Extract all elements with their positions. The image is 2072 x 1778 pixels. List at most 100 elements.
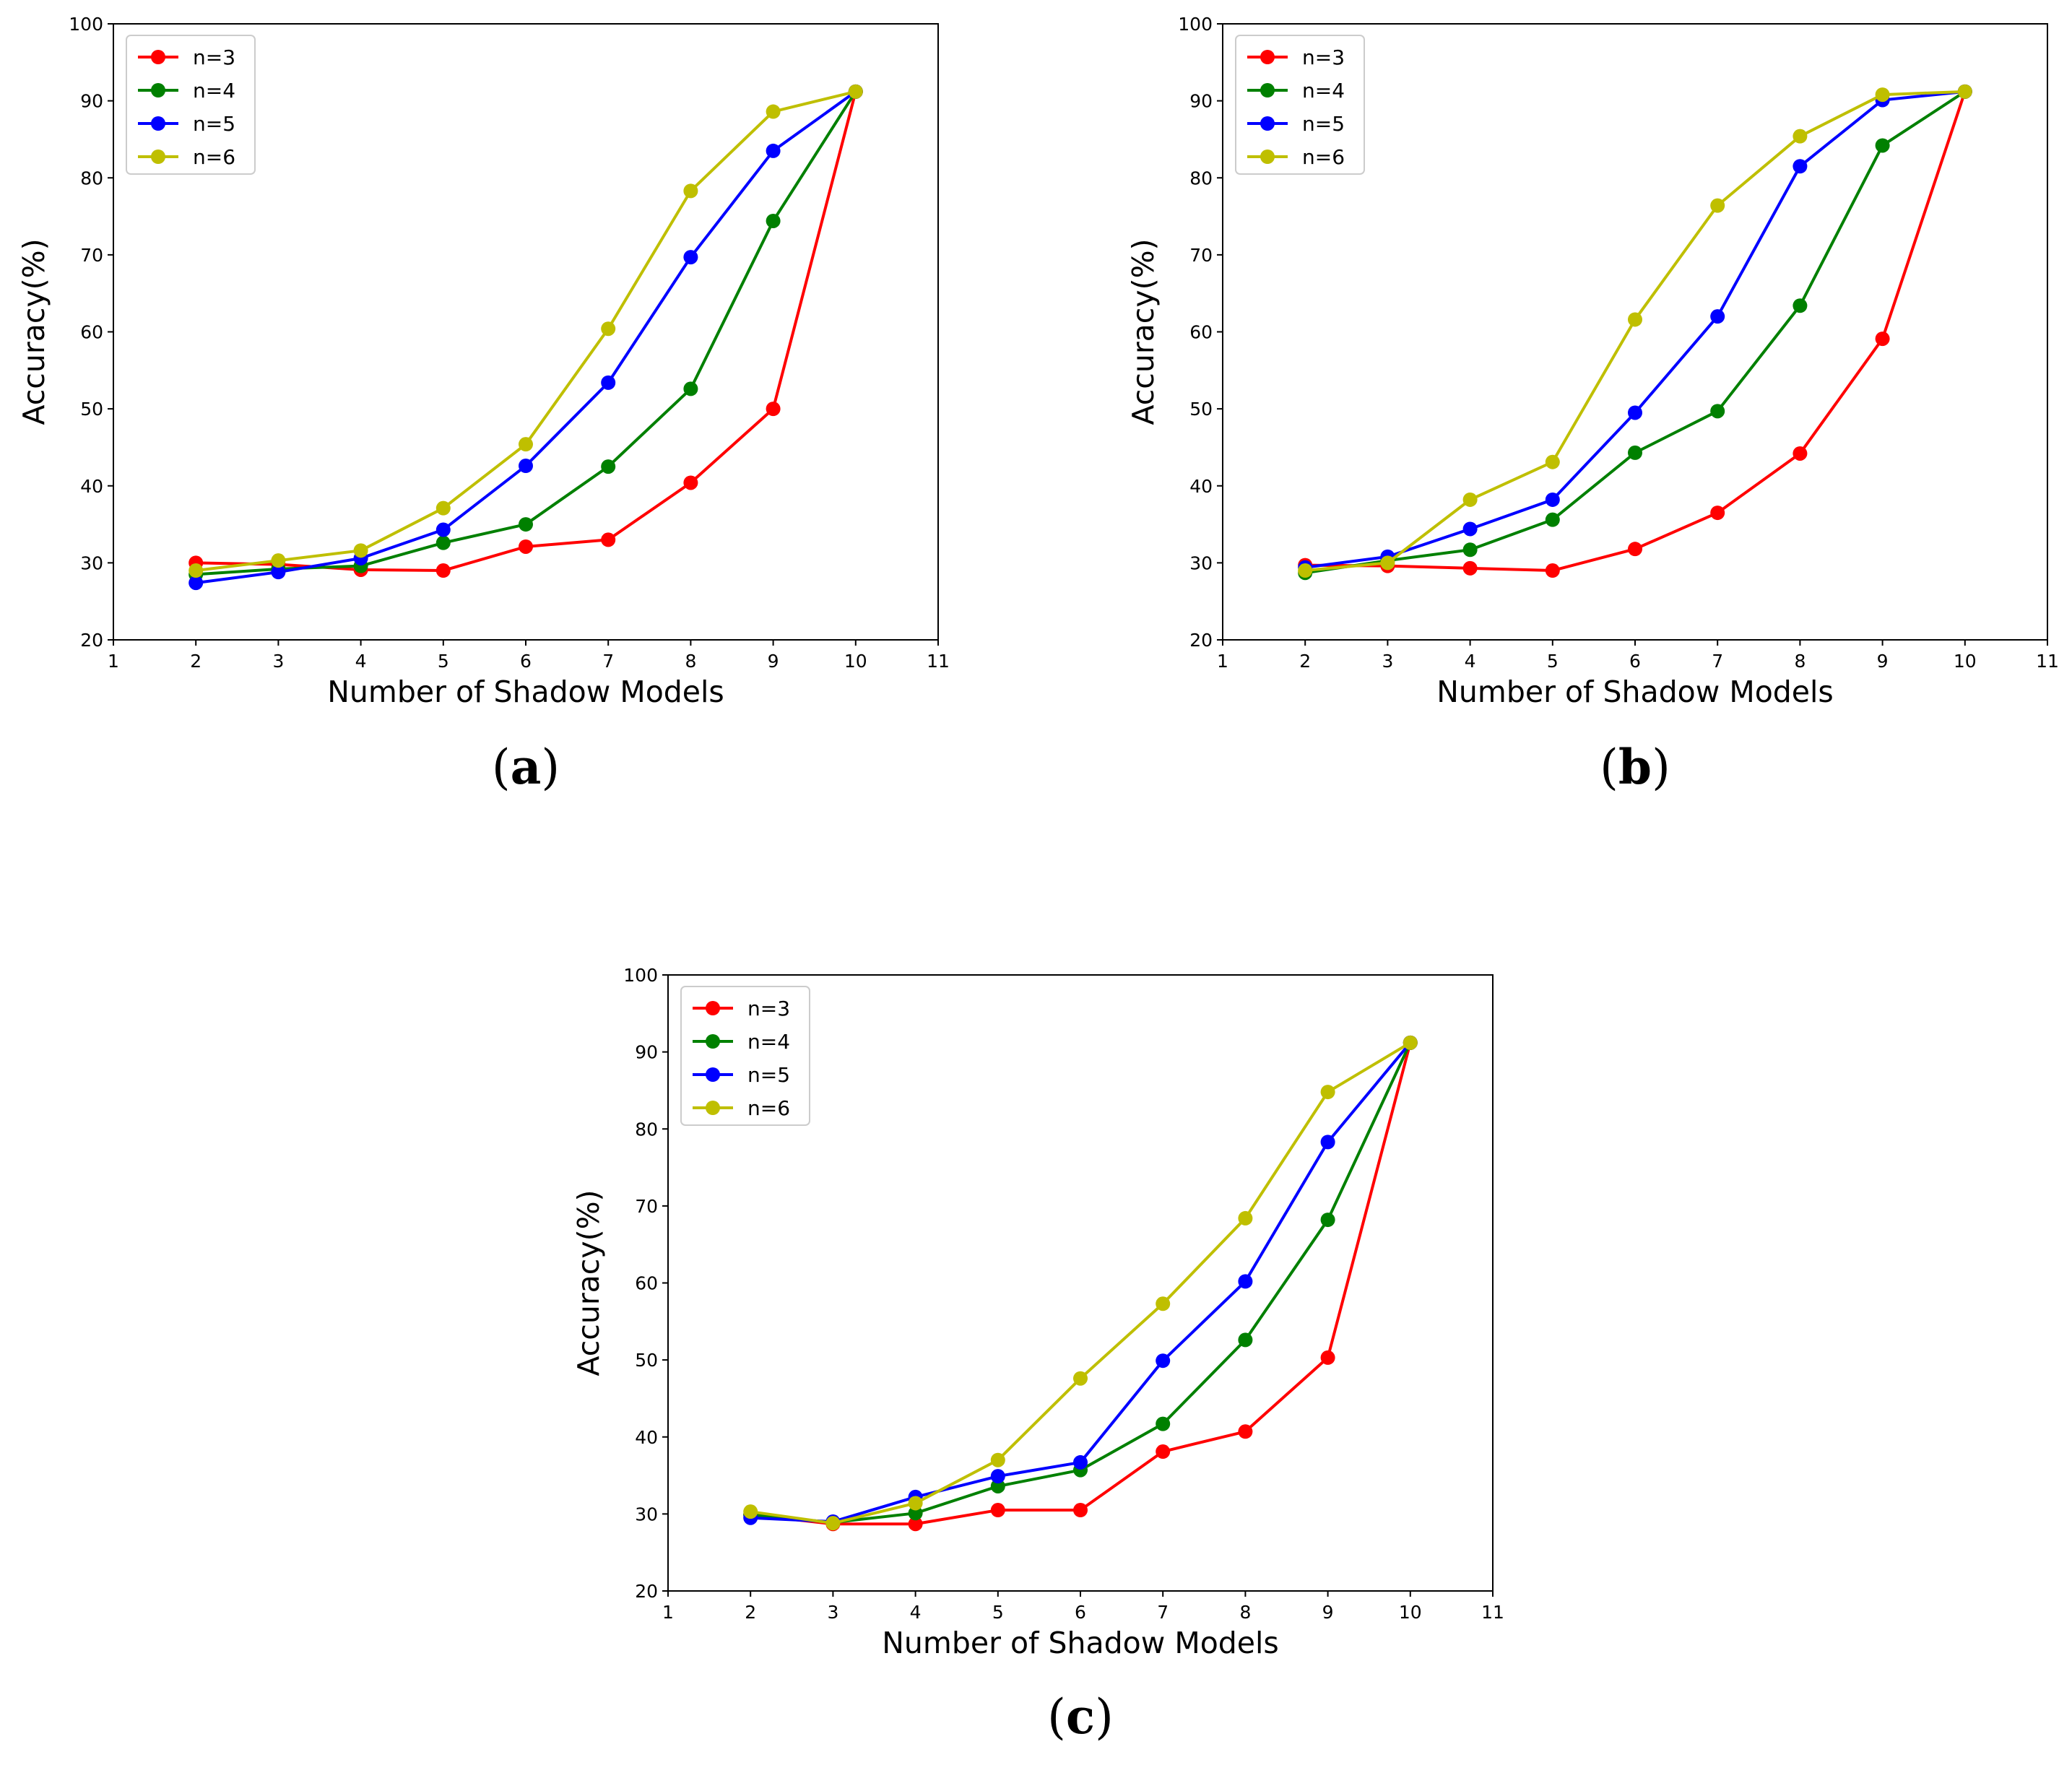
y-axis-title: Accuracy(%): [571, 1189, 606, 1376]
data-point: [601, 321, 616, 337]
data-point: [1462, 521, 1478, 537]
data-point: [1073, 1371, 1088, 1386]
data-point: [435, 563, 451, 578]
y-axis-title: Accuracy(%): [17, 238, 51, 425]
y-tick-label: 30: [80, 552, 103, 573]
data-point: [1628, 542, 1642, 557]
legend-label: n=3: [1302, 45, 1345, 69]
legend-marker: [706, 1034, 720, 1049]
legend-label: n=5: [1302, 112, 1345, 136]
data-point: [1156, 1416, 1171, 1431]
data-point: [519, 459, 533, 474]
caption-close: ): [541, 740, 560, 795]
data-point: [1957, 84, 1972, 99]
chart-panel-b: 1 2 3 4 5 6 7 8 9 10 11 20 30 40 50 60 70 80 90 100 Number o…: [1126, 14, 2059, 795]
y-tick-label: 80: [635, 1119, 658, 1140]
data-point: [1073, 1503, 1088, 1518]
data-point: [1320, 1085, 1335, 1100]
x-tick-label: 2: [745, 1602, 756, 1623]
legend: n=3 n=4 n=5 n=6: [680, 986, 810, 1126]
legend-marker: [706, 1001, 720, 1015]
data-point: [1545, 512, 1560, 527]
data-point: [1793, 298, 1808, 313]
x-axis-title: Number of Shadow Models: [882, 1626, 1279, 1660]
data-point: [766, 143, 781, 158]
data-point: [601, 459, 616, 474]
data-point: [1710, 309, 1725, 324]
legend-marker: [1260, 83, 1275, 97]
x-tick-label: 6: [1629, 651, 1641, 672]
data-point: [1380, 555, 1395, 571]
x-tick-label: 4: [1465, 651, 1476, 672]
x-tick-label: 2: [1299, 651, 1311, 672]
legend-label: n=6: [747, 1096, 790, 1120]
data-point: [1710, 198, 1725, 213]
legend-label: n=5: [747, 1063, 790, 1087]
data-point: [990, 1503, 1005, 1518]
y-tick-label: 60: [80, 322, 103, 343]
y-tick-label: 20: [635, 1581, 658, 1602]
data-point: [743, 1504, 758, 1519]
legend-marker: [151, 149, 165, 164]
x-tick-label: 1: [662, 1602, 674, 1623]
x-axis-title: Number of Shadow Models: [327, 675, 724, 709]
data-point: [188, 576, 204, 591]
legend-marker: [706, 1101, 720, 1115]
data-point: [601, 375, 616, 390]
caption-open: (: [492, 740, 511, 795]
x-tick-label: 6: [520, 651, 532, 672]
data-point: [1156, 1444, 1171, 1460]
legend-label: n=6: [1302, 145, 1345, 169]
y-tick-label: 90: [1189, 91, 1213, 112]
legend-label: n=4: [193, 79, 235, 103]
data-point: [601, 532, 616, 547]
data-point: [908, 1506, 923, 1521]
legend-box: [680, 986, 810, 1126]
data-point: [683, 183, 698, 199]
x-tick-label: 11: [927, 651, 950, 672]
y-tick-label: 50: [80, 399, 103, 420]
data-point: [1403, 1035, 1418, 1050]
data-point: [435, 535, 451, 550]
data-point: [1875, 138, 1890, 153]
data-point: [1793, 159, 1808, 174]
caption-close: ): [1652, 740, 1670, 795]
x-tick-label: 2: [190, 651, 201, 672]
y-tick-label: 80: [80, 168, 103, 188]
data-point: [848, 84, 863, 99]
chart-panel-c: 1 2 3 4 5 6 7 8 9 10 11 20 30 40 50 60 70 80 90 100 Number o…: [571, 965, 1504, 1745]
panel-caption: (b): [1600, 739, 1670, 795]
x-tick-label: 8: [1794, 651, 1806, 672]
series-n=6: [1298, 84, 1972, 578]
data-point: [1462, 560, 1478, 576]
data-point: [1238, 1274, 1253, 1289]
x-tick-label: 1: [108, 651, 119, 672]
data-point: [1462, 542, 1478, 558]
x-tick-label: 5: [1547, 651, 1559, 672]
data-point: [1298, 563, 1313, 578]
y-tick-label: 60: [635, 1273, 658, 1294]
data-point: [1875, 87, 1890, 103]
data-point: [271, 565, 286, 580]
data-point: [1320, 1135, 1335, 1150]
data-point: [1073, 1454, 1088, 1470]
y-tick-label: 60: [1189, 322, 1213, 343]
data-point: [1545, 563, 1560, 578]
data-point: [1320, 1350, 1335, 1365]
series-n=6: [743, 1035, 1418, 1531]
legend-label: n=4: [747, 1030, 790, 1054]
data-point: [766, 213, 781, 228]
data-point: [990, 1469, 1005, 1484]
data-point: [1628, 445, 1642, 460]
y-tick-label: 50: [635, 1350, 658, 1371]
data-point: [271, 553, 286, 568]
x-tick-label: 7: [602, 651, 614, 672]
data-point: [1793, 446, 1808, 461]
y-tick-label: 70: [80, 245, 103, 266]
y-axis-title: Accuracy(%): [1126, 238, 1161, 425]
data-point: [908, 1496, 923, 1511]
legend: n=3 n=4 n=5 n=6: [126, 35, 256, 175]
x-tick-label: 7: [1157, 1602, 1169, 1623]
data-point: [435, 500, 451, 516]
legend-label: n=6: [193, 145, 235, 169]
